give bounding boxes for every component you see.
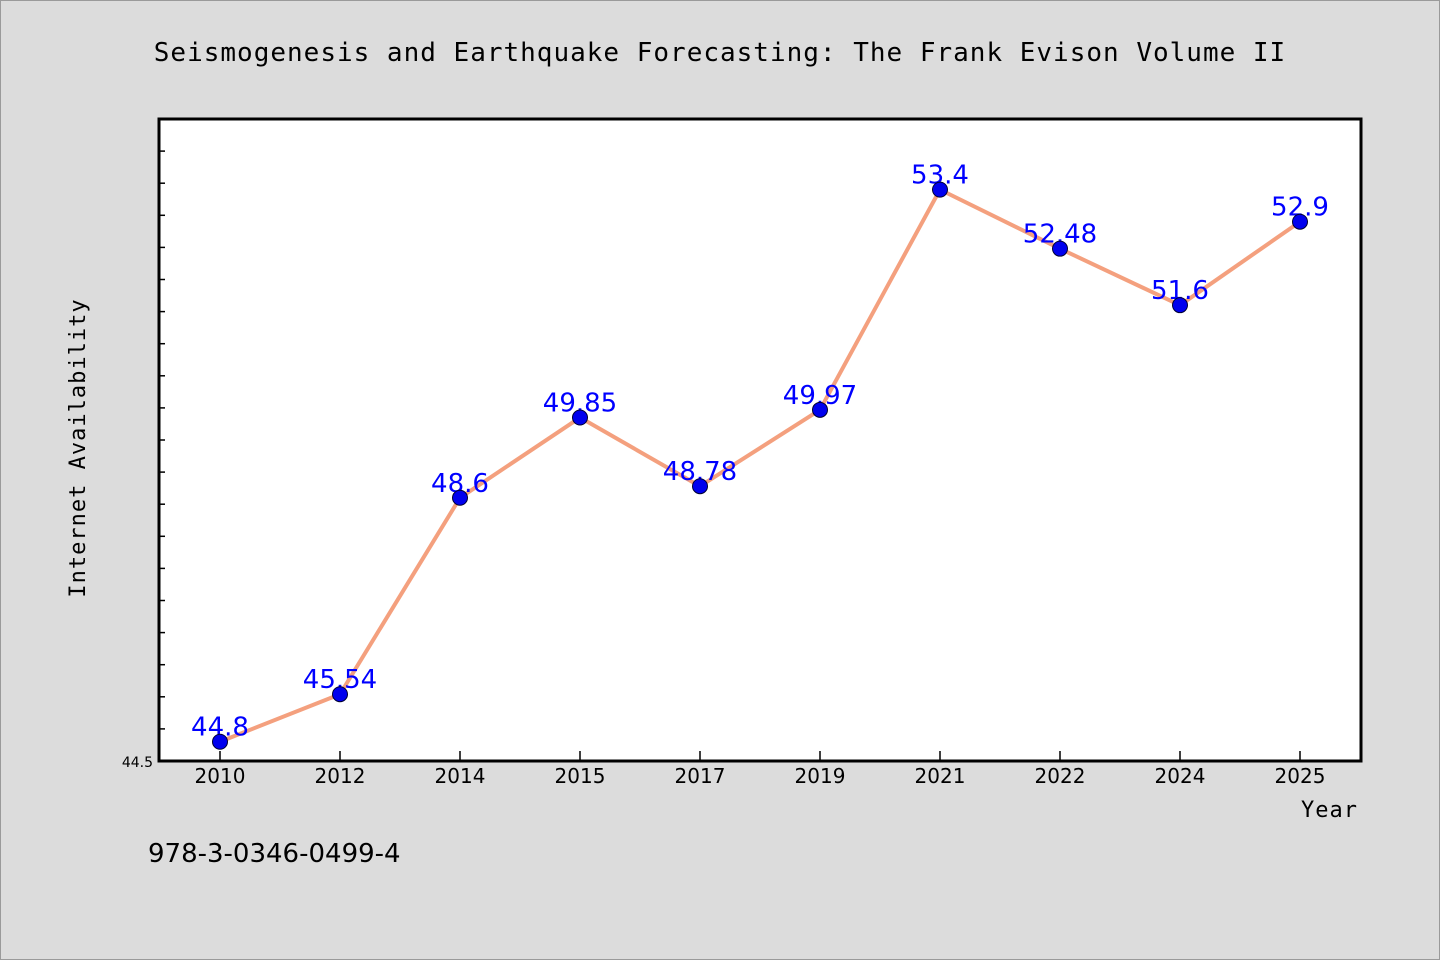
- data-point: [212, 733, 228, 750]
- y-axis-ticks: [159, 150, 165, 730]
- data-point: [572, 409, 588, 426]
- series-layer: [218, 187, 1302, 744]
- data-point: [932, 181, 948, 198]
- x-axis-ticks: 2010 2012 2014 2015 2017 2019 2021 2022 2024 2025: [195, 751, 1326, 788]
- data-point: [812, 401, 828, 418]
- data-point: [1172, 297, 1188, 314]
- data-point: [332, 686, 348, 703]
- x-tick-label: 2015: [555, 764, 606, 788]
- x-tick-label: 2010: [195, 764, 246, 788]
- x-tick-label: 2025: [1275, 764, 1326, 788]
- x-tick-label: 2014: [435, 764, 486, 788]
- x-tick-label: 2022: [1035, 764, 1086, 788]
- isbn-label: 978-3-0346-0499-4: [148, 839, 401, 869]
- chart-title: Seismogenesis and Earthquake Forecasting…: [154, 38, 1286, 68]
- series-line: [218, 187, 1302, 744]
- data-point: [692, 478, 708, 495]
- data-point: [452, 489, 468, 506]
- x-tick-label: 2021: [915, 764, 966, 788]
- y-tick-label-min: 44.5: [122, 755, 153, 771]
- x-tick-label: 2024: [1155, 764, 1206, 788]
- data-point: [1292, 213, 1308, 230]
- y-axis-label: Internet Availability: [66, 298, 91, 597]
- data-labels-layer: 44.845.5448.649.8548.7849.9753.452.4851.…: [191, 161, 1329, 743]
- x-axis-label: Year: [1301, 798, 1358, 823]
- x-tick-label: 2019: [795, 764, 846, 788]
- x-tick-label: 2012: [315, 764, 366, 788]
- data-point: [1052, 240, 1068, 257]
- x-tick-label: 2017: [675, 764, 726, 788]
- plot-area: [157, 117, 1363, 763]
